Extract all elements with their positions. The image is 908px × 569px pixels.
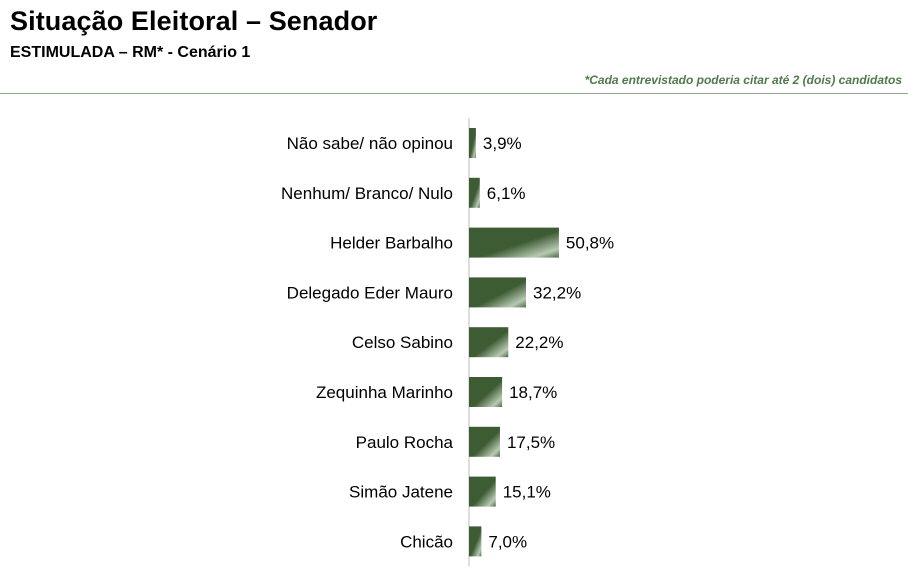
- category-label: Simão Jatene: [349, 483, 453, 502]
- category-label: Helder Barbalho: [330, 234, 453, 253]
- category-label: Nenhum/ Branco/ Nulo: [281, 184, 453, 203]
- footnote: *Cada entrevistado poderia citar até 2 (…: [584, 73, 902, 87]
- category-label: Paulo Rocha: [356, 433, 454, 452]
- value-label: 7,0%: [488, 532, 527, 551]
- bar: [469, 377, 503, 407]
- category-label: Chicão: [400, 532, 453, 551]
- value-label: 22,2%: [515, 333, 563, 352]
- bar: [469, 526, 482, 557]
- page-subtitle: ESTIMULADA – RM* - Cenário 1: [10, 44, 251, 61]
- value-label: 18,7%: [509, 383, 557, 402]
- header-divider: [0, 93, 908, 94]
- bar: [469, 327, 509, 358]
- category-label: Não sabe/ não opinou: [287, 134, 453, 153]
- value-label: 15,1%: [503, 483, 551, 502]
- bar: [469, 177, 480, 208]
- value-label: 6,1%: [487, 184, 526, 203]
- category-label: Delegado Eder Mauro: [287, 283, 453, 302]
- bar: [469, 227, 559, 258]
- value-label: 3,9%: [483, 134, 522, 153]
- page-title: Situação Eleitoral – Senador: [10, 6, 378, 36]
- bar: [469, 128, 476, 158]
- value-label: 17,5%: [507, 433, 555, 452]
- category-label: Celso Sabino: [352, 333, 453, 352]
- category-label: Zequinha Marinho: [316, 383, 453, 402]
- bar: [469, 476, 496, 507]
- value-label: 50,8%: [566, 234, 614, 253]
- bar: [469, 426, 500, 457]
- bar: [469, 277, 526, 308]
- value-label: 32,2%: [533, 283, 581, 302]
